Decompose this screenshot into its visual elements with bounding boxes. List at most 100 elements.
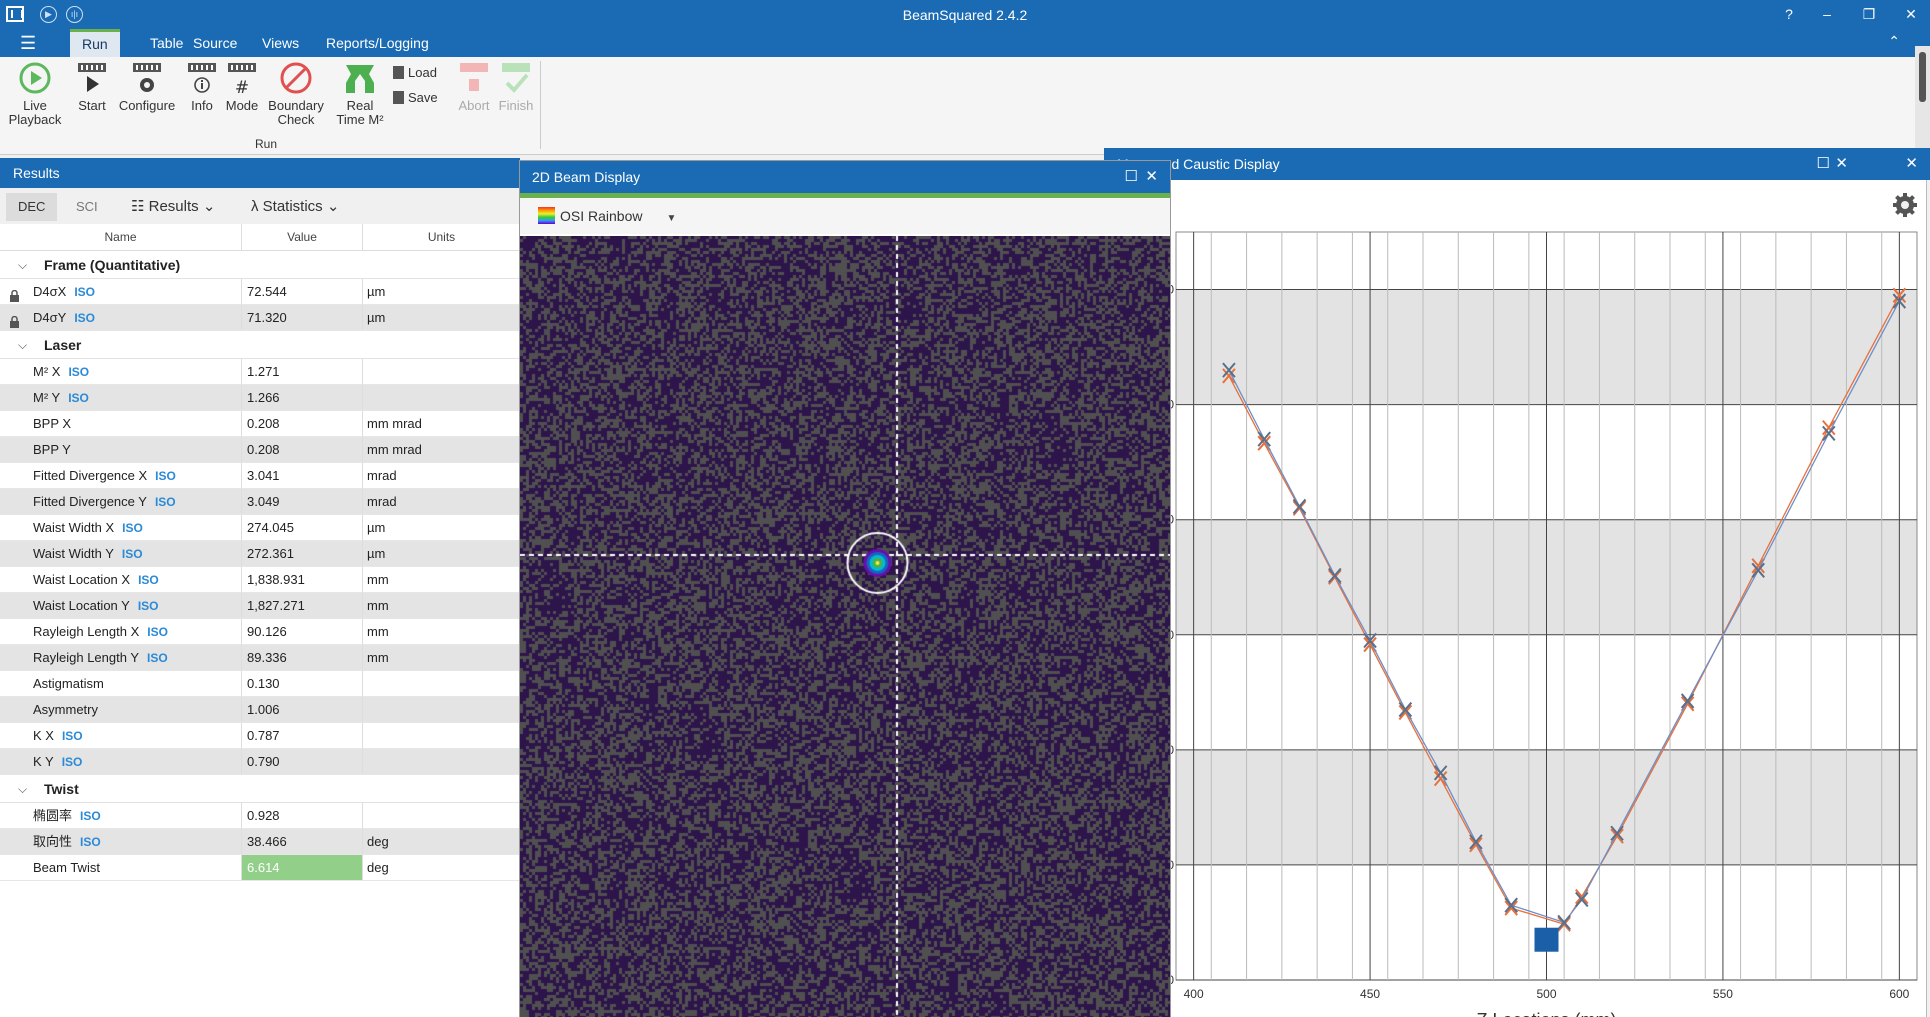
table-row[interactable]: D4σY ISO 71.320 µm (0, 305, 520, 331)
row-name-label: Fitted Divergence X (33, 468, 148, 483)
table-row[interactable]: 取向性 ISO 38.466 deg (0, 829, 520, 855)
table-row[interactable]: Rayleigh Length Y ISO 89.336 mm (0, 645, 520, 671)
row-name-cell: M² X ISO (0, 359, 242, 384)
tab-run[interactable]: Run (70, 29, 120, 57)
dec-format-toggle[interactable]: DEC (6, 193, 58, 221)
scrollbar-thumb[interactable] (1919, 52, 1926, 102)
results-menu[interactable]: ☷ Results ⌄ (131, 193, 215, 221)
settings-gear-icon[interactable] (1892, 192, 1918, 218)
data-point[interactable] (1222, 368, 1236, 384)
finish-button[interactable]: Finish (494, 61, 538, 113)
table-row[interactable]: Rayleigh Length X ISO 90.126 mm (0, 619, 520, 645)
data-point[interactable] (1557, 916, 1571, 932)
iso-badge: ISO (137, 599, 159, 613)
data-point[interactable] (1433, 765, 1448, 781)
table-row[interactable]: Waist Location Y ISO 1,827.271 mm (0, 593, 520, 619)
sci-format-toggle[interactable]: SCI (76, 199, 98, 214)
table-row[interactable]: K Y ISO 0.790 (0, 749, 520, 775)
close-icon[interactable]: ✕ (1905, 155, 1918, 172)
table-row[interactable]: 椭圆率 ISO 0.928 (0, 803, 520, 829)
data-point[interactable] (1292, 498, 1307, 515)
abort-button[interactable]: Abort (452, 61, 496, 113)
maximize-icon[interactable]: ☐ (1816, 155, 1830, 172)
close-icon[interactable]: ✕ (1835, 155, 1848, 172)
data-point[interactable] (1363, 632, 1377, 649)
beam-image-canvas[interactable] (520, 236, 1170, 1017)
data-point[interactable] (1433, 770, 1448, 787)
boundary-check-button[interactable]: Boundary Check (264, 61, 328, 127)
tab-source[interactable]: Source (193, 35, 238, 51)
data-point[interactable] (1575, 891, 1589, 908)
real-time-m2-button[interactable]: Real Time M² (332, 61, 388, 127)
ribbon-scrollbar[interactable] (1915, 46, 1930, 158)
mode-button[interactable]: # Mode (222, 61, 262, 113)
statistics-menu[interactable]: λ Statistics ⌄ (251, 193, 339, 221)
close-icon[interactable]: ✕ (1145, 168, 1158, 185)
data-point[interactable] (1469, 834, 1483, 850)
data-point[interactable] (1751, 562, 1765, 578)
data-point[interactable] (1504, 900, 1518, 916)
table-row[interactable]: M² Y ISO 1.266 (0, 385, 520, 411)
table-row[interactable]: Fitted Divergence Y ISO 3.049 mrad (0, 489, 520, 515)
hamburger-menu-icon[interactable]: ☰ (20, 33, 37, 53)
data-point[interactable] (1892, 293, 1907, 309)
collapse-ribbon-icon[interactable]: ⌃ (1888, 33, 1900, 49)
table-row[interactable]: Fitted Divergence X ISO 3.041 mrad (0, 463, 520, 489)
waist-marker[interactable] (1534, 927, 1559, 952)
data-point[interactable] (1680, 693, 1695, 709)
data-point[interactable] (1504, 897, 1518, 913)
load-button[interactable]: Load (393, 65, 437, 80)
x-tick-label: 550 (1713, 987, 1733, 1001)
table-row[interactable]: M² X ISO 1.271 (0, 359, 520, 385)
data-point[interactable] (1751, 558, 1765, 574)
start-button[interactable]: Start (72, 61, 112, 113)
help-icon[interactable]: ? (1785, 6, 1793, 22)
table-row[interactable]: Waist Width Y ISO 272.361 µm (0, 541, 520, 567)
palette-select[interactable]: OSI Rainbow ▼ (538, 207, 676, 224)
close-button[interactable]: ✕ (1905, 6, 1917, 22)
data-point[interactable] (1822, 419, 1836, 436)
data-point[interactable] (1398, 701, 1413, 718)
data-point[interactable] (1557, 914, 1571, 931)
group-header[interactable]: ⌵ Laser (0, 331, 520, 359)
column-header-units[interactable]: Units (427, 230, 456, 244)
info-button[interactable]: Info (184, 61, 220, 113)
restore-button[interactable]: ❐ (1862, 6, 1876, 22)
lock-icon[interactable] (9, 311, 20, 328)
column-header-value[interactable]: Value (242, 224, 363, 250)
chevron-down-icon[interactable]: ⌵ (18, 258, 28, 272)
table-row[interactable]: Asymmetry 1.006 (0, 697, 520, 723)
data-point[interactable] (1892, 287, 1907, 303)
table-row[interactable]: BPP Y 0.208 mm mrad (0, 437, 520, 463)
configure-button[interactable]: Configure (114, 61, 180, 113)
data-point[interactable] (1257, 431, 1271, 447)
data-point[interactable] (1222, 362, 1236, 378)
lock-icon[interactable] (9, 285, 20, 302)
maximize-icon[interactable]: ☐ (1124, 168, 1138, 185)
table-row[interactable]: K X ISO 0.787 (0, 723, 520, 749)
table-row[interactable]: D4σX ISO 72.544 µm (0, 279, 520, 305)
data-point[interactable] (1292, 500, 1307, 516)
column-header-name[interactable]: Name (0, 224, 242, 250)
table-row[interactable]: BPP X 0.208 mm mrad (0, 411, 520, 437)
live-playback-button[interactable]: Live Playback (6, 61, 64, 127)
tab-reports-logging[interactable]: Reports/Logging (326, 35, 429, 51)
chevron-down-icon[interactable]: ⌵ (18, 782, 28, 796)
tab-views[interactable]: Views (262, 35, 300, 51)
play-icon[interactable]: ▶ (40, 6, 57, 23)
data-point[interactable] (1610, 825, 1624, 841)
table-row[interactable]: Waist Location X ISO 1,838.931 mm (0, 567, 520, 593)
data-point[interactable] (1822, 425, 1836, 442)
minimize-button[interactable]: – (1823, 6, 1831, 22)
signal-icon[interactable]: ı|ı (66, 6, 83, 23)
table-row[interactable]: Astigmatism 0.130 (0, 671, 520, 697)
table-row[interactable]: Waist Width X ISO 274.045 µm (0, 515, 520, 541)
data-point[interactable] (1328, 567, 1342, 584)
tab-table[interactable]: Table (150, 35, 184, 51)
caustic-chart[interactable]: 0 200 400 600 800 1000 1200 400 450 500 550 600 Z Lo… (1170, 180, 1927, 1017)
save-button[interactable]: Save (393, 90, 438, 105)
group-header[interactable]: ⌵ Frame (Quantitative) (0, 251, 520, 279)
table-row[interactable]: Beam Twist 6.614 deg (0, 855, 520, 881)
group-header[interactable]: ⌵ Twist (0, 775, 520, 803)
chevron-down-icon[interactable]: ⌵ (18, 338, 28, 352)
